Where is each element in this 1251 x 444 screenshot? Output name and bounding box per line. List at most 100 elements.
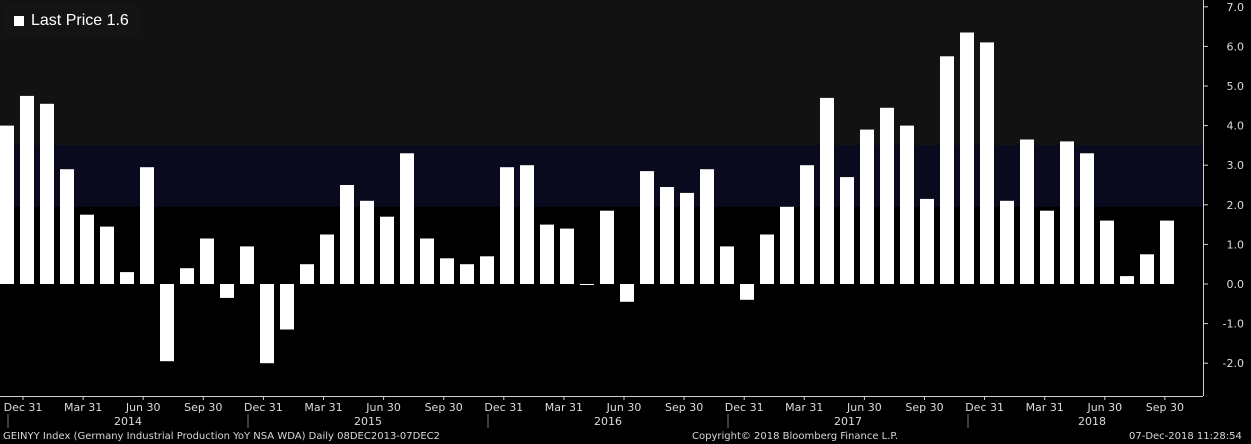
y-tick-label: 3.0	[1227, 159, 1245, 172]
y-tick-label: -1.0	[1223, 318, 1244, 331]
y-tick-label: 7.0	[1227, 1, 1245, 14]
bar	[280, 284, 294, 330]
x-tick-label: Sep 30	[1146, 401, 1184, 414]
y-tick-label: 4.0	[1227, 120, 1245, 133]
x-tick-label: Sep 30	[425, 401, 463, 414]
bar	[620, 284, 634, 302]
year-label: 2015	[354, 415, 382, 428]
bar	[160, 284, 174, 362]
bar	[120, 272, 134, 284]
bar	[980, 42, 994, 285]
bar	[600, 210, 614, 284]
year-label: 2016	[594, 415, 622, 428]
x-tick-label: Dec 31	[484, 401, 523, 414]
axes-group: 7.0 6.0 5.0 4.0 3.0 2.0 1.0 0.0 -1.0 -2.0 Dec 31 Ma…	[0, 0, 1244, 428]
y-tick-label: 2.0	[1227, 199, 1245, 212]
bar	[960, 32, 974, 284]
bar	[800, 165, 814, 284]
bar	[460, 264, 474, 284]
bar	[1120, 276, 1134, 284]
bar	[480, 256, 494, 284]
x-tick-label: Dec 31	[725, 401, 764, 414]
bars-group	[0, 32, 1174, 364]
bar	[20, 95, 34, 285]
bar	[60, 169, 74, 284]
x-tick-label: Jun 30	[846, 401, 882, 414]
bar	[840, 177, 854, 284]
bar	[80, 214, 94, 284]
bar	[1020, 139, 1034, 284]
bar	[300, 264, 314, 284]
bar	[640, 171, 654, 284]
x-tick-label: Jun 30	[606, 401, 642, 414]
x-tick-label: Jun 30	[365, 401, 401, 414]
bar	[740, 284, 754, 300]
bar	[580, 284, 594, 285]
legend-swatch	[14, 16, 24, 26]
x-tick-label: Mar 31	[304, 401, 342, 414]
bar	[1080, 153, 1094, 284]
y-tick-label: -2.0	[1223, 357, 1244, 370]
bar	[200, 238, 214, 284]
bar	[820, 97, 834, 285]
x-tick-label: Dec 31	[4, 401, 43, 414]
bar	[100, 226, 114, 284]
bar	[1060, 141, 1074, 284]
bar	[440, 258, 454, 284]
legend: Last Price 1.6	[4, 5, 139, 37]
bar	[940, 56, 954, 284]
bar	[40, 103, 54, 284]
x-tick-label: Mar 31	[545, 401, 583, 414]
bar	[1040, 210, 1054, 284]
bar	[420, 238, 434, 284]
bar	[220, 284, 234, 298]
bar	[500, 167, 514, 284]
y-tick-label: 6.0	[1227, 40, 1245, 53]
year-label: 2017	[834, 415, 862, 428]
footer: GEINYY Index (Germany Industrial Product…	[0, 431, 1251, 444]
footer-index-info: GEINYY Index (Germany Industrial Product…	[3, 431, 441, 442]
bar	[340, 185, 354, 284]
bar	[240, 246, 254, 284]
x-tick-label: Mar 31	[1026, 401, 1064, 414]
bar	[380, 216, 394, 284]
bar	[1140, 254, 1154, 284]
bar	[520, 165, 534, 284]
bar	[660, 187, 674, 284]
bar	[140, 167, 154, 284]
chart-background	[0, 0, 1203, 207]
y-tick-label: 1.0	[1227, 238, 1245, 251]
footer-copyright: Copyright© 2018 Bloomberg Finance L.P.	[692, 431, 899, 442]
bar	[320, 234, 334, 284]
bar	[540, 224, 554, 284]
x-tick-label: Jun 30	[1086, 401, 1122, 414]
bar	[1100, 220, 1114, 284]
bar	[900, 125, 914, 284]
y-tick-label: 0.0	[1227, 278, 1245, 291]
bar	[400, 153, 414, 284]
bar	[860, 129, 874, 284]
y-tick-label: 5.0	[1227, 80, 1245, 93]
x-tick-label: Dec 31	[965, 401, 1004, 414]
bar	[720, 246, 734, 284]
bar	[260, 284, 274, 364]
bar	[880, 107, 894, 284]
x-tick-label: Sep 30	[905, 401, 943, 414]
bar	[680, 192, 694, 284]
bar	[1000, 200, 1014, 284]
year-label: 2018	[1078, 415, 1106, 428]
legend-label: Last Price 1.6	[31, 12, 129, 29]
bar	[0, 125, 14, 284]
bar	[560, 228, 574, 284]
x-tick-label: Mar 31	[785, 401, 823, 414]
x-tick-label: Jun 30	[125, 401, 161, 414]
bar	[360, 200, 374, 284]
x-tick-label: Mar 31	[64, 401, 102, 414]
bar	[920, 198, 934, 284]
bar	[700, 169, 714, 284]
highlight-band	[0, 145, 1203, 207]
bar	[180, 268, 194, 284]
footer-timestamp: 07-Dec-2018 11:28:54	[1129, 431, 1242, 442]
x-tick-label: Sep 30	[184, 401, 222, 414]
